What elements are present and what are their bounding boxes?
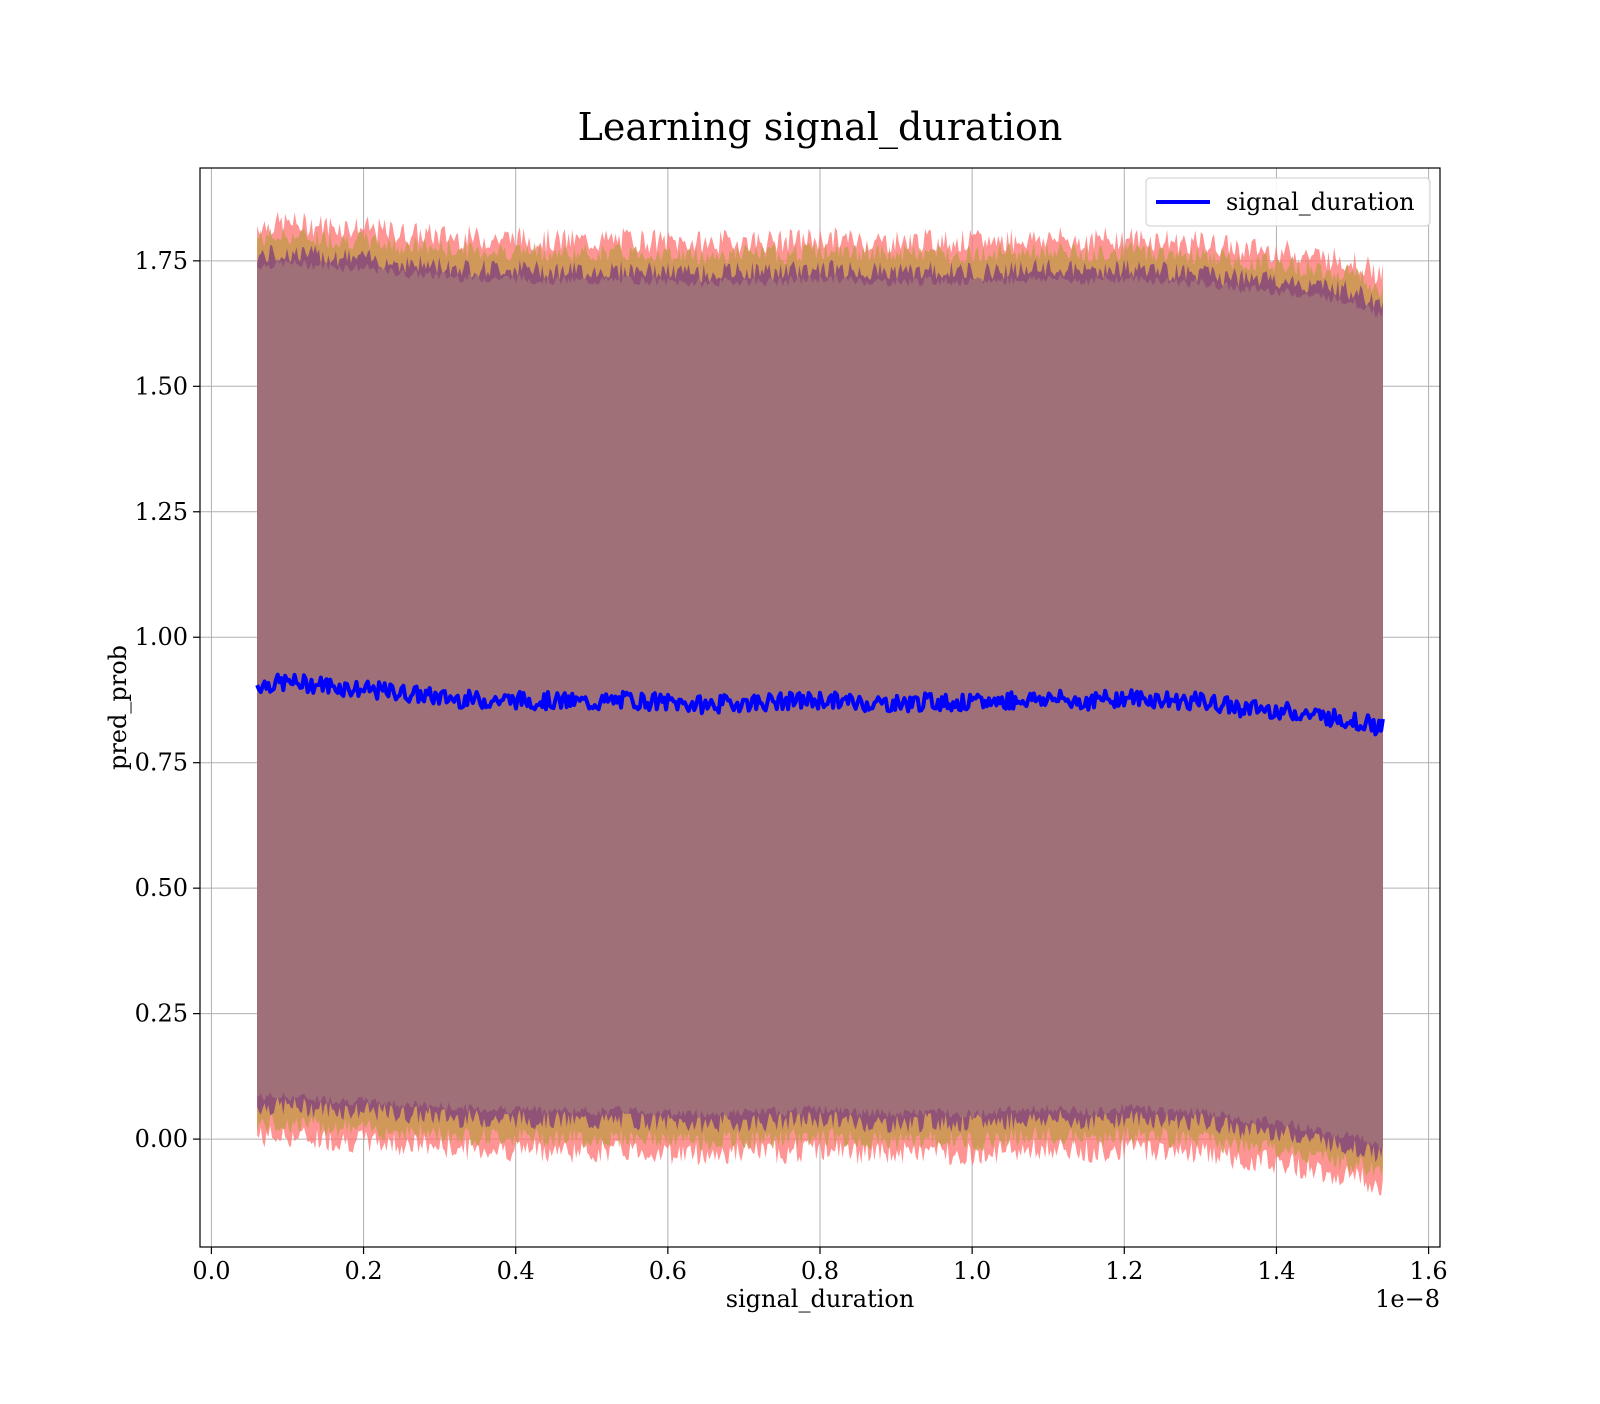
x-tick-label: 1.4: [1257, 1257, 1295, 1285]
legend: signal_duration: [1145, 177, 1431, 227]
x-tick-label: 0.2: [344, 1257, 382, 1285]
confidence-band: [257, 211, 1383, 1196]
legend-label: signal_duration: [1226, 188, 1415, 216]
x-offset-label: 1e−8: [1375, 1285, 1440, 1313]
ticks: 0.0 0.2 0.4 0.6 0.8 1.0 1.2 1.4 1.6 0.00 0.25 0.50 0…: [135, 247, 1448, 1285]
y-tick-label: 1.25: [135, 498, 188, 526]
y-tick-label: 1.75: [135, 247, 188, 275]
legend-box: [1145, 177, 1431, 227]
series-lines: [255, 672, 1385, 737]
y-tick-label: 0.00: [135, 1125, 188, 1153]
x-tick-label: 1.2: [1105, 1257, 1143, 1285]
y-tick-label: 0.25: [135, 1000, 188, 1028]
y-axis-label: pred_prob: [104, 645, 132, 770]
x-tick-label: 0.0: [192, 1257, 230, 1285]
x-tick-label: 1.0: [953, 1257, 991, 1285]
x-axis-label: signal_duration: [726, 1285, 915, 1313]
y-tick-label: 0.50: [135, 874, 188, 902]
x-tick-label: 0.8: [801, 1257, 839, 1285]
x-tick-label: 0.4: [497, 1257, 535, 1285]
series-line-signal-duration: [255, 672, 1385, 737]
chart-title: Learning signal_duration: [578, 105, 1063, 150]
x-tick-label: 1.6: [1410, 1257, 1448, 1285]
y-tick-label: 1.00: [135, 623, 188, 651]
x-tick-label: 0.6: [649, 1257, 687, 1285]
y-tick-label: 0.75: [135, 749, 188, 777]
y-tick-label: 1.50: [135, 372, 188, 400]
